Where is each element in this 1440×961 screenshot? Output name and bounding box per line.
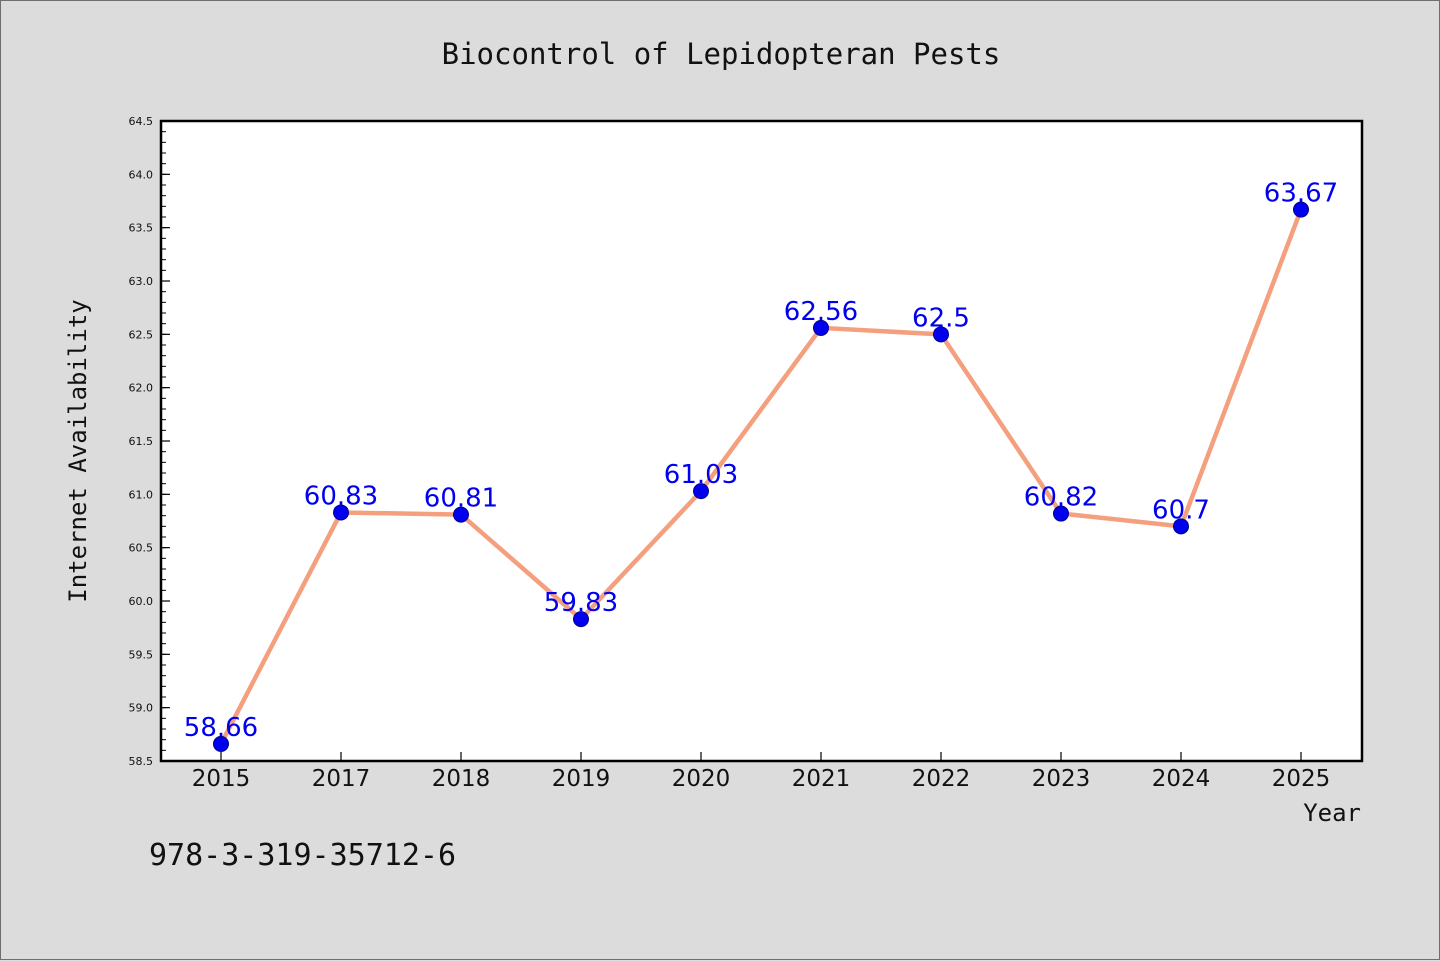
data-label: 63.67 [1264, 179, 1338, 209]
y-tick-label: 63.0 [129, 275, 154, 288]
x-axis-ticks: 2015 2017 2018 2019 2020 2021 2022 2023 2024 2025 [192, 752, 1331, 792]
y-tick-label: 61.0 [129, 488, 154, 501]
y-tick-label: 59.0 [129, 702, 154, 715]
data-point [693, 483, 709, 500]
y-axis-ticks: 58.5 59.0 59.5 60.0 60.5 61.0 61.5 62.0 62.5 63.0… [129, 115, 170, 768]
y-tick-label: 60.0 [129, 595, 154, 608]
data-label: 59.83 [544, 588, 618, 618]
series-group: 58.66 60.83 60.81 59.83 61.03 62.56 62.5 60.82 6… [184, 179, 1338, 752]
y-tick-label: 59.5 [129, 648, 154, 661]
y-tick-label: 58.5 [129, 755, 154, 768]
plot-area [161, 121, 1362, 761]
data-point [453, 506, 469, 523]
data-point [573, 611, 589, 628]
data-point [1293, 201, 1309, 218]
y-tick-label: 62.0 [129, 382, 154, 395]
data-label: 60.81 [424, 484, 498, 514]
chart-title: Biocontrol of Lepidopteran Pests [442, 37, 1001, 71]
data-label: 61.03 [664, 460, 738, 490]
x-tick-label: 2019 [552, 766, 611, 792]
data-point [1173, 518, 1189, 535]
x-tick-label: 2021 [792, 766, 851, 792]
data-label: 60.7 [1152, 495, 1210, 525]
x-tick-label: 2017 [312, 766, 371, 792]
x-tick-label: 2015 [192, 766, 251, 792]
data-point [1053, 505, 1069, 522]
x-tick-label: 2018 [432, 766, 491, 792]
data-label: 58.66 [184, 713, 258, 743]
data-point [333, 504, 349, 521]
y-tick-label: 64.5 [129, 115, 154, 128]
data-label: 60.83 [304, 481, 378, 511]
y-tick-label: 64.0 [129, 168, 154, 181]
x-tick-label: 2023 [1032, 766, 1091, 792]
y-tick-label: 60.5 [129, 542, 154, 555]
plot-border [159, 119, 1364, 763]
y-tick-label: 61.5 [129, 435, 154, 448]
x-tick-label: 2020 [672, 766, 731, 792]
data-label: 62.56 [784, 297, 858, 327]
isbn-text: 978-3-319-35712-6 [149, 838, 456, 873]
y-axis-label: Internet Availability [64, 299, 92, 602]
data-point [813, 319, 829, 336]
x-tick-label: 2022 [912, 766, 971, 792]
x-tick-label: 2024 [1152, 766, 1211, 792]
x-axis-label: Year [1303, 799, 1361, 827]
series-line [219, 208, 1304, 745]
y-tick-label: 62.5 [129, 328, 154, 341]
data-point [213, 735, 229, 752]
data-label: 60.82 [1024, 483, 1098, 513]
x-tick-label: 2025 [1272, 766, 1331, 792]
data-point [933, 326, 949, 343]
data-label: 62.5 [912, 303, 970, 333]
y-tick-label: 63.5 [129, 222, 154, 235]
